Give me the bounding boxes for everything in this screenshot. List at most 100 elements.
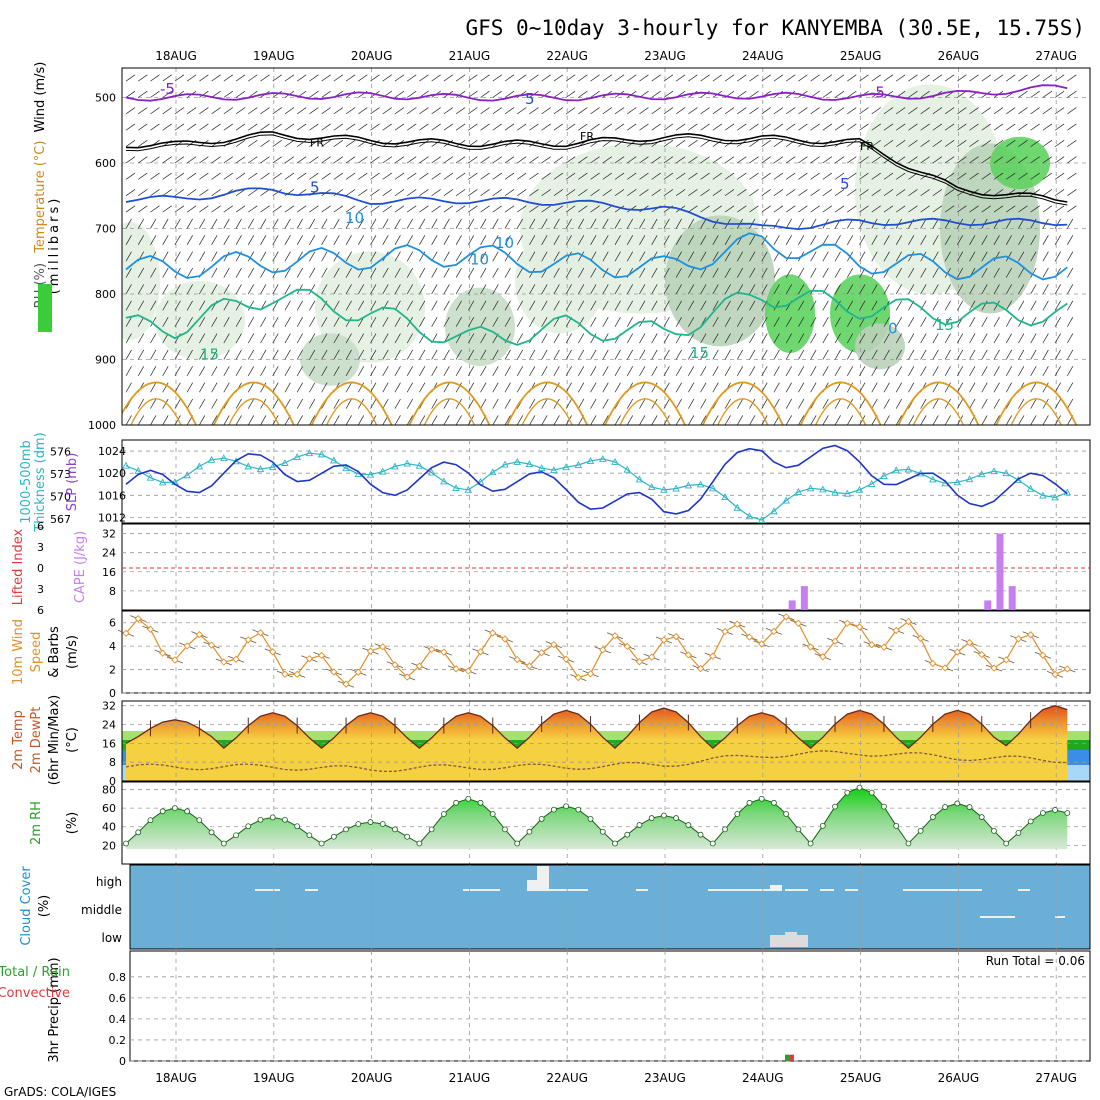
rh-tick-label: 40 (102, 821, 116, 834)
wind-barb (1030, 172, 1040, 180)
wind-barb (834, 205, 845, 213)
wind-barb (749, 415, 756, 425)
wind-barb (626, 284, 634, 295)
wind-barb (150, 317, 157, 327)
wind-barb (480, 90, 490, 98)
thickness-marker (709, 484, 717, 492)
wind-barb (871, 74, 881, 82)
wind-barb (773, 172, 784, 180)
wind-barb (883, 284, 890, 295)
wind-barb (443, 317, 450, 327)
wind-barb (199, 74, 209, 82)
wind-barb (578, 398, 585, 409)
wind-barb (553, 74, 564, 82)
cloud-unit: (%) (37, 895, 52, 918)
wind-barb (688, 140, 698, 147)
wind-barb (199, 300, 206, 311)
wind-barb (333, 235, 340, 246)
wind-barb (895, 205, 906, 213)
wind-barb (1054, 382, 1061, 393)
contour-label: 0 (888, 319, 898, 337)
bottom-date-label: 25AUG (840, 1071, 882, 1085)
wind-speed-marker (794, 619, 803, 627)
cape-tick-label: 32 (102, 528, 116, 541)
wind-barb (223, 382, 230, 393)
wind-barb (957, 205, 967, 213)
wind-barb (553, 349, 560, 360)
cloud-high-block (770, 885, 782, 891)
top-date-label: 18AUG (155, 49, 197, 63)
wind-barb (211, 382, 218, 393)
wind-barb (137, 317, 145, 327)
wind-barb (370, 317, 377, 327)
wind-barb (614, 267, 621, 278)
wind-barb (1067, 107, 1077, 115)
rh-marker (807, 840, 814, 847)
wind-barb (211, 415, 218, 425)
wind-barb (956, 415, 964, 425)
contour-warm (408, 381, 491, 425)
wind-speed-marker (623, 642, 631, 651)
wind-barb (370, 415, 377, 425)
wind-barb (504, 284, 511, 295)
wind-barb (431, 218, 438, 229)
wind-barb (639, 300, 646, 311)
wind-barb (125, 267, 132, 278)
wind-barb (431, 366, 438, 377)
wind-barb (321, 415, 328, 425)
wind-barb (1042, 123, 1053, 131)
wind-barb (688, 205, 698, 213)
wind-barb (443, 398, 450, 409)
wind-barb (492, 90, 502, 98)
wind-barb (773, 317, 780, 327)
wind-barb (260, 349, 267, 360)
thickness-marker (220, 454, 228, 462)
wind-barb (956, 235, 964, 246)
wind-barb (468, 90, 478, 98)
wind-barb (578, 235, 585, 246)
thickness-markers (122, 449, 1072, 523)
wind-barb (186, 349, 193, 360)
wind-barb (626, 300, 634, 311)
wind-barb (565, 107, 576, 115)
wind-barb (920, 189, 930, 197)
wind-barb (1054, 189, 1065, 197)
wind-barb (150, 235, 157, 246)
wind-barb (174, 107, 185, 115)
wind-barb (834, 333, 841, 344)
precip-convective-bar (790, 1054, 794, 1061)
wind-barb (565, 235, 572, 246)
wind-speed-marker (782, 613, 790, 621)
wind-barb (895, 366, 902, 377)
wind-barb (785, 251, 792, 262)
cloud-level-low: low (102, 931, 123, 945)
lifted-index-tick-label: 3 (37, 541, 44, 554)
wind-speed-marker (586, 670, 595, 678)
wind-barb (480, 382, 487, 393)
wind-speed-marker (904, 617, 913, 626)
wind-barb (394, 172, 405, 180)
wind-barb (223, 74, 234, 82)
wind-barb (614, 415, 621, 425)
wind-barb (712, 140, 723, 147)
wind-barb (859, 300, 866, 311)
wind-barb (541, 156, 551, 164)
wind-barb (260, 156, 270, 164)
wind-barb (211, 398, 218, 409)
wind10m-label-3: & Barbs (47, 626, 62, 678)
wind-barb (895, 189, 906, 197)
rh-marker (196, 817, 203, 824)
wind-speed-marker (183, 642, 191, 650)
wind-barb (1018, 107, 1028, 115)
wind-barb (724, 251, 731, 262)
wind-barb (1005, 284, 1013, 295)
wind-barb (138, 140, 148, 147)
wind-barb (162, 74, 172, 82)
wind-barb (981, 267, 988, 278)
wind-barb (871, 382, 878, 393)
wind-barb (1030, 366, 1037, 377)
wind-barb (1054, 317, 1061, 327)
wind-barb (663, 333, 670, 344)
wind-barb (614, 74, 625, 82)
wind-barb (956, 349, 964, 360)
